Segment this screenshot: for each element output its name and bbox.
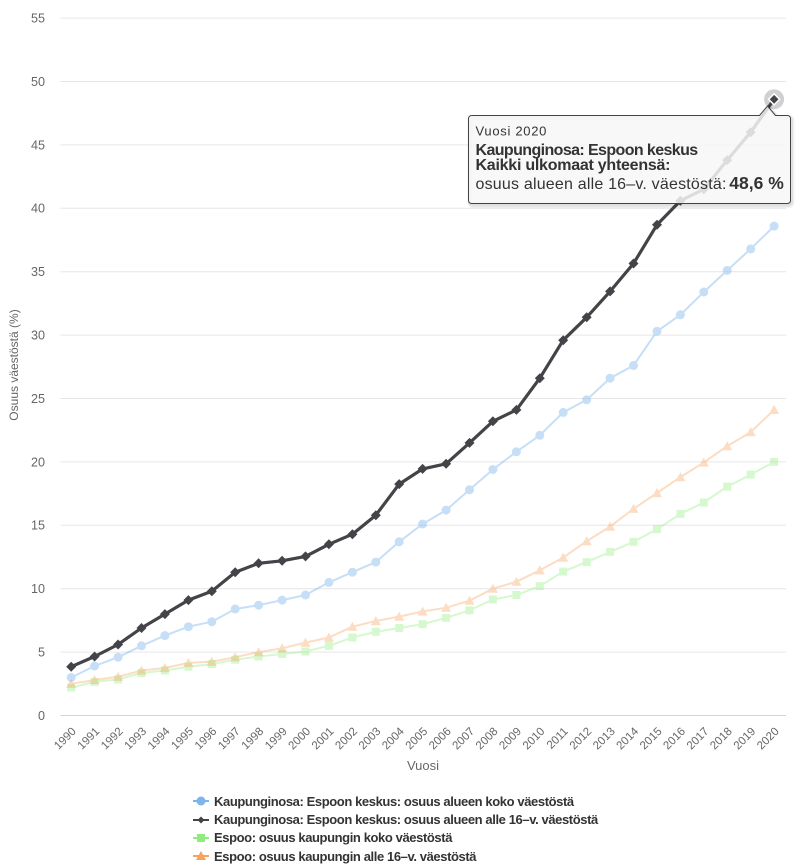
svg-text:1997: 1997 — [216, 726, 243, 753]
svg-text:1994: 1994 — [146, 725, 173, 752]
svg-text:1993: 1993 — [123, 726, 150, 753]
svg-text:2000: 2000 — [287, 726, 314, 753]
svg-text:1995: 1995 — [169, 726, 196, 753]
svg-text:5: 5 — [38, 646, 45, 660]
svg-text:2008: 2008 — [474, 726, 501, 753]
svg-text:2013: 2013 — [591, 726, 618, 753]
svg-text:1996: 1996 — [193, 726, 220, 753]
svg-text:2015: 2015 — [638, 726, 665, 753]
svg-text:2014: 2014 — [615, 725, 642, 752]
svg-text:2004: 2004 — [380, 725, 407, 752]
svg-text:Kaikki ulkomaat yhteensä:: Kaikki ulkomaat yhteensä: — [476, 157, 671, 174]
svg-text:2002: 2002 — [333, 726, 360, 753]
svg-text:30: 30 — [31, 329, 45, 343]
svg-text:1998: 1998 — [240, 726, 267, 753]
svg-text:1991: 1991 — [76, 726, 103, 753]
svg-text:Vuosi 2020: Vuosi 2020 — [476, 123, 548, 138]
svg-text:osuus alueen alle 16–v. väestö: osuus alueen alle 16–v. väestöstä: 48,6 … — [476, 173, 785, 193]
svg-text:45: 45 — [31, 138, 45, 152]
svg-text:Vuosi: Vuosi — [407, 758, 439, 773]
svg-text:2020: 2020 — [755, 726, 782, 753]
svg-text:15: 15 — [31, 519, 45, 533]
svg-text:2018: 2018 — [708, 726, 735, 753]
svg-text:55: 55 — [31, 12, 45, 26]
svg-text:1992: 1992 — [99, 726, 126, 753]
svg-text:35: 35 — [31, 265, 45, 279]
svg-text:2003: 2003 — [357, 726, 384, 753]
svg-text:40: 40 — [31, 202, 45, 216]
svg-text:Kaupunginosa: Espoon keskus: Kaupunginosa: Espoon keskus — [476, 142, 699, 159]
svg-text:50: 50 — [31, 75, 45, 89]
svg-text:2006: 2006 — [427, 726, 454, 753]
svg-text:2007: 2007 — [451, 726, 478, 753]
svg-text:20: 20 — [31, 455, 45, 469]
svg-text:2009: 2009 — [497, 726, 524, 753]
svg-text:2010: 2010 — [521, 726, 548, 753]
svg-text:Osuus väestöstä (%): Osuus väestöstä (%) — [7, 309, 21, 420]
svg-text:10: 10 — [31, 582, 45, 596]
svg-text:2019: 2019 — [732, 726, 759, 753]
svg-text:2012: 2012 — [568, 726, 595, 753]
svg-text:2001: 2001 — [310, 726, 337, 753]
svg-text:1999: 1999 — [263, 726, 290, 753]
svg-text:0: 0 — [38, 709, 45, 723]
svg-text:2005: 2005 — [404, 726, 431, 753]
svg-text:25: 25 — [31, 392, 45, 406]
svg-text:2016: 2016 — [661, 726, 688, 753]
svg-text:2011: 2011 — [545, 726, 571, 752]
svg-text:1990: 1990 — [52, 726, 79, 753]
svg-text:2017: 2017 — [685, 726, 712, 753]
